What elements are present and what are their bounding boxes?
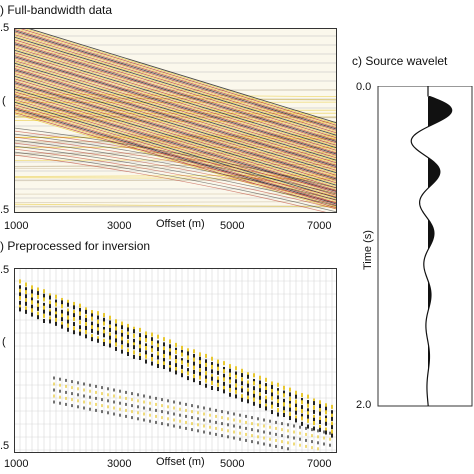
panel-b-x-tick-1000: 1000 (4, 458, 28, 470)
panel-b-y-tick-top: .5 (0, 264, 9, 276)
panel-b-seismic-plot (14, 268, 337, 453)
panel-a-x-tick-5000: 5000 (220, 220, 244, 232)
panel-b-x-label: Offset (m) (156, 456, 205, 468)
panel-c-y-tick-bottom: 2.0 (356, 399, 371, 411)
panel-b-x-tick-7000: 7000 (307, 458, 331, 470)
panel-a-title: ) Full-bandwidth data (0, 3, 112, 17)
panel-b-y-partial: ( (2, 336, 6, 348)
panel-a-x-tick-3000: 3000 (107, 220, 131, 232)
panel-a-x-tick-1000: 1000 (4, 220, 28, 232)
panel-c-y-tick-top: 0.0 (356, 81, 371, 93)
panel-b-x-tick-5000: 5000 (220, 458, 244, 470)
panel-b-y-tick-bottom: .5 (0, 440, 9, 452)
panel-c-y-label: Time (s) (362, 230, 374, 270)
panel-b-title: ) Preprocessed for inversion (0, 239, 150, 253)
panel-c-wavelet-plot (376, 86, 474, 408)
panel-c-title: c) Source wavelet (352, 54, 447, 68)
panel-a-y-tick-bottom: .5 (0, 204, 9, 216)
panel-a-seismic-plot (14, 28, 337, 213)
panel-a-y-partial: ( (2, 95, 6, 107)
panel-b-x-tick-3000: 3000 (107, 458, 131, 470)
panel-a-x-label: Offset (m) (156, 218, 205, 230)
panel-a-x-tick-7000: 7000 (307, 220, 331, 232)
panel-a-y-tick-top: .5 (0, 22, 9, 34)
panel-c-frame (378, 86, 472, 406)
